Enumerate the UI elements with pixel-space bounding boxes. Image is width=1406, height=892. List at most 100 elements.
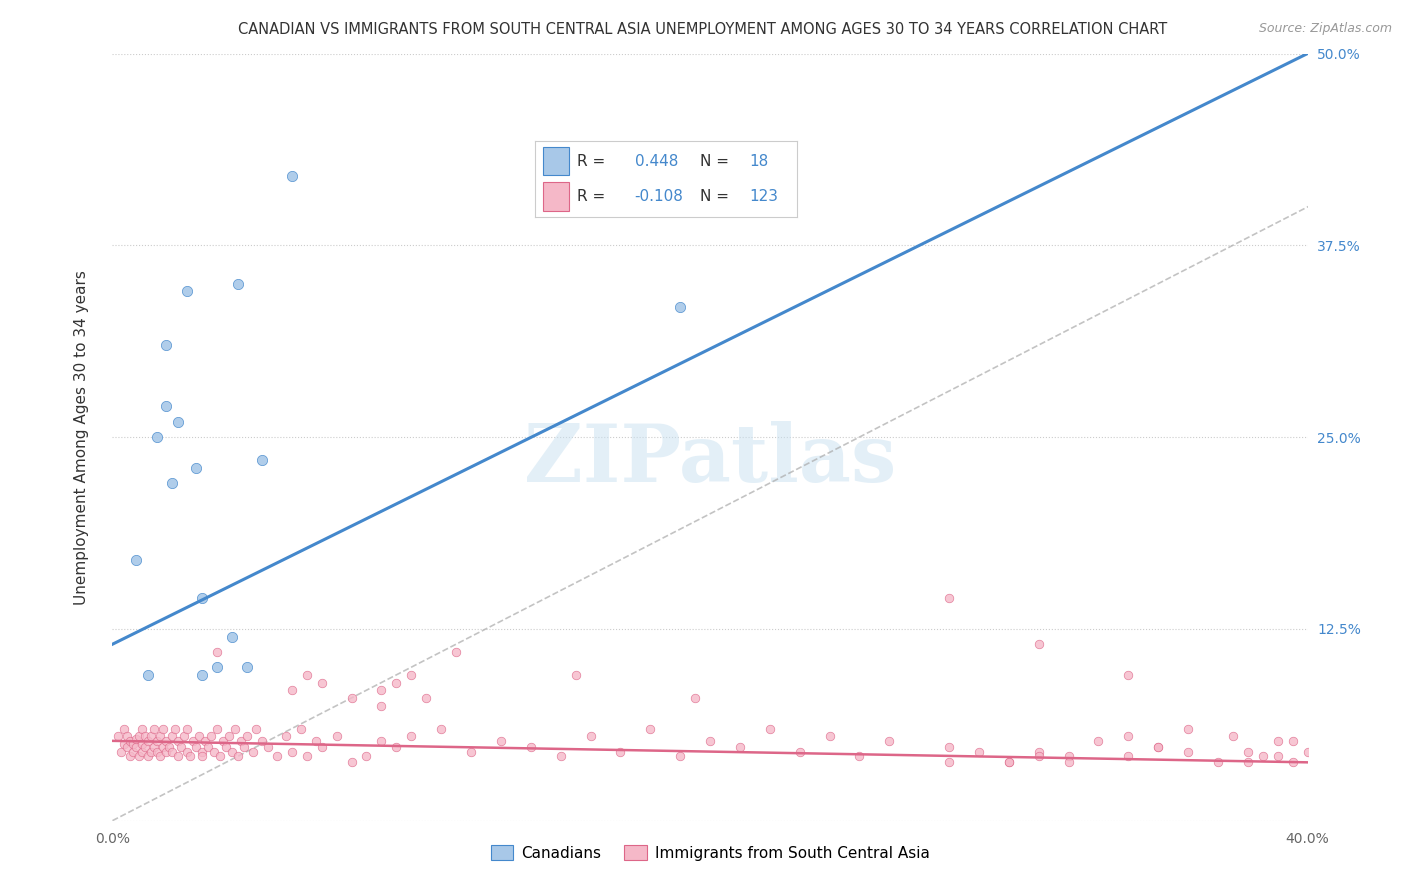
Point <box>1028 745 1050 759</box>
Point <box>120 734 142 748</box>
Point <box>149 729 172 743</box>
Point <box>1237 745 1260 759</box>
Point <box>191 745 214 759</box>
Text: R =: R = <box>578 153 610 169</box>
Point <box>998 756 1021 770</box>
Point <box>221 745 243 759</box>
Point <box>669 749 692 764</box>
Point <box>143 722 166 736</box>
Y-axis label: Unemployment Among Ages 30 to 34 years: Unemployment Among Ages 30 to 34 years <box>75 269 89 605</box>
Point <box>1057 749 1080 764</box>
Point <box>226 277 249 291</box>
Point <box>520 739 543 754</box>
Point <box>122 745 145 759</box>
Point <box>212 734 235 748</box>
Point <box>1057 756 1080 770</box>
Point <box>224 722 246 736</box>
Point <box>669 300 692 314</box>
Point <box>114 737 135 751</box>
Point <box>1237 756 1260 770</box>
Point <box>131 722 153 736</box>
Point <box>311 739 333 754</box>
Point <box>155 338 177 352</box>
Point <box>640 722 662 736</box>
Text: 0.448: 0.448 <box>634 153 678 169</box>
Point <box>938 739 960 754</box>
Text: Source: ZipAtlas.com: Source: ZipAtlas.com <box>1258 22 1392 36</box>
Point <box>191 591 214 606</box>
Point <box>305 734 328 748</box>
Point <box>167 749 190 764</box>
Bar <box>543 146 569 176</box>
Point <box>683 690 706 705</box>
Point <box>295 749 318 764</box>
Point <box>128 729 150 743</box>
Point <box>162 745 183 759</box>
Point <box>125 739 148 754</box>
Point <box>120 749 142 764</box>
Point <box>430 722 453 736</box>
Point <box>879 734 901 748</box>
Point <box>202 745 225 759</box>
Point <box>340 690 363 705</box>
Point <box>146 430 169 444</box>
Point <box>162 476 183 491</box>
Text: R =: R = <box>578 189 610 204</box>
Point <box>1281 756 1303 770</box>
Point <box>117 739 139 754</box>
Point <box>789 745 811 759</box>
Point <box>967 745 990 759</box>
Point <box>340 756 363 770</box>
Point <box>205 722 228 736</box>
Text: N =: N = <box>700 153 734 169</box>
Point <box>152 739 174 754</box>
Point <box>186 739 208 754</box>
Point <box>699 734 721 748</box>
Point <box>122 737 145 751</box>
Point <box>141 745 163 759</box>
Point <box>167 415 190 429</box>
Point <box>818 729 841 743</box>
Point <box>370 683 392 698</box>
Legend: Canadians, Immigrants from South Central Asia: Canadians, Immigrants from South Central… <box>485 838 935 867</box>
Point <box>564 668 586 682</box>
Point <box>1118 749 1140 764</box>
Point <box>131 737 153 751</box>
Point <box>162 729 183 743</box>
Point <box>1177 722 1199 736</box>
Point <box>233 739 256 754</box>
Point <box>1267 749 1289 764</box>
Point <box>155 734 177 748</box>
Point <box>218 729 240 743</box>
Point <box>155 400 177 414</box>
Point <box>186 460 208 475</box>
Point <box>1222 729 1244 743</box>
Point <box>176 745 198 759</box>
Point <box>998 756 1021 770</box>
Point <box>266 749 288 764</box>
Point <box>370 734 392 748</box>
Bar <box>543 182 569 211</box>
Point <box>125 732 148 747</box>
Point <box>128 749 150 764</box>
Point <box>146 734 169 748</box>
Point <box>167 734 190 748</box>
Text: -0.108: -0.108 <box>634 189 683 204</box>
Point <box>176 722 198 736</box>
Point <box>131 745 153 759</box>
Point <box>1028 637 1050 651</box>
Point <box>125 553 148 567</box>
Point <box>191 749 214 764</box>
Point <box>250 453 273 467</box>
Point <box>609 745 631 759</box>
Point <box>134 739 156 754</box>
Point <box>489 734 512 748</box>
Point <box>149 749 172 764</box>
Point <box>181 734 204 748</box>
Point <box>245 722 267 736</box>
Point <box>176 285 198 299</box>
Point <box>197 739 219 754</box>
Point <box>170 739 193 754</box>
Point <box>759 722 782 736</box>
Point <box>179 749 201 764</box>
